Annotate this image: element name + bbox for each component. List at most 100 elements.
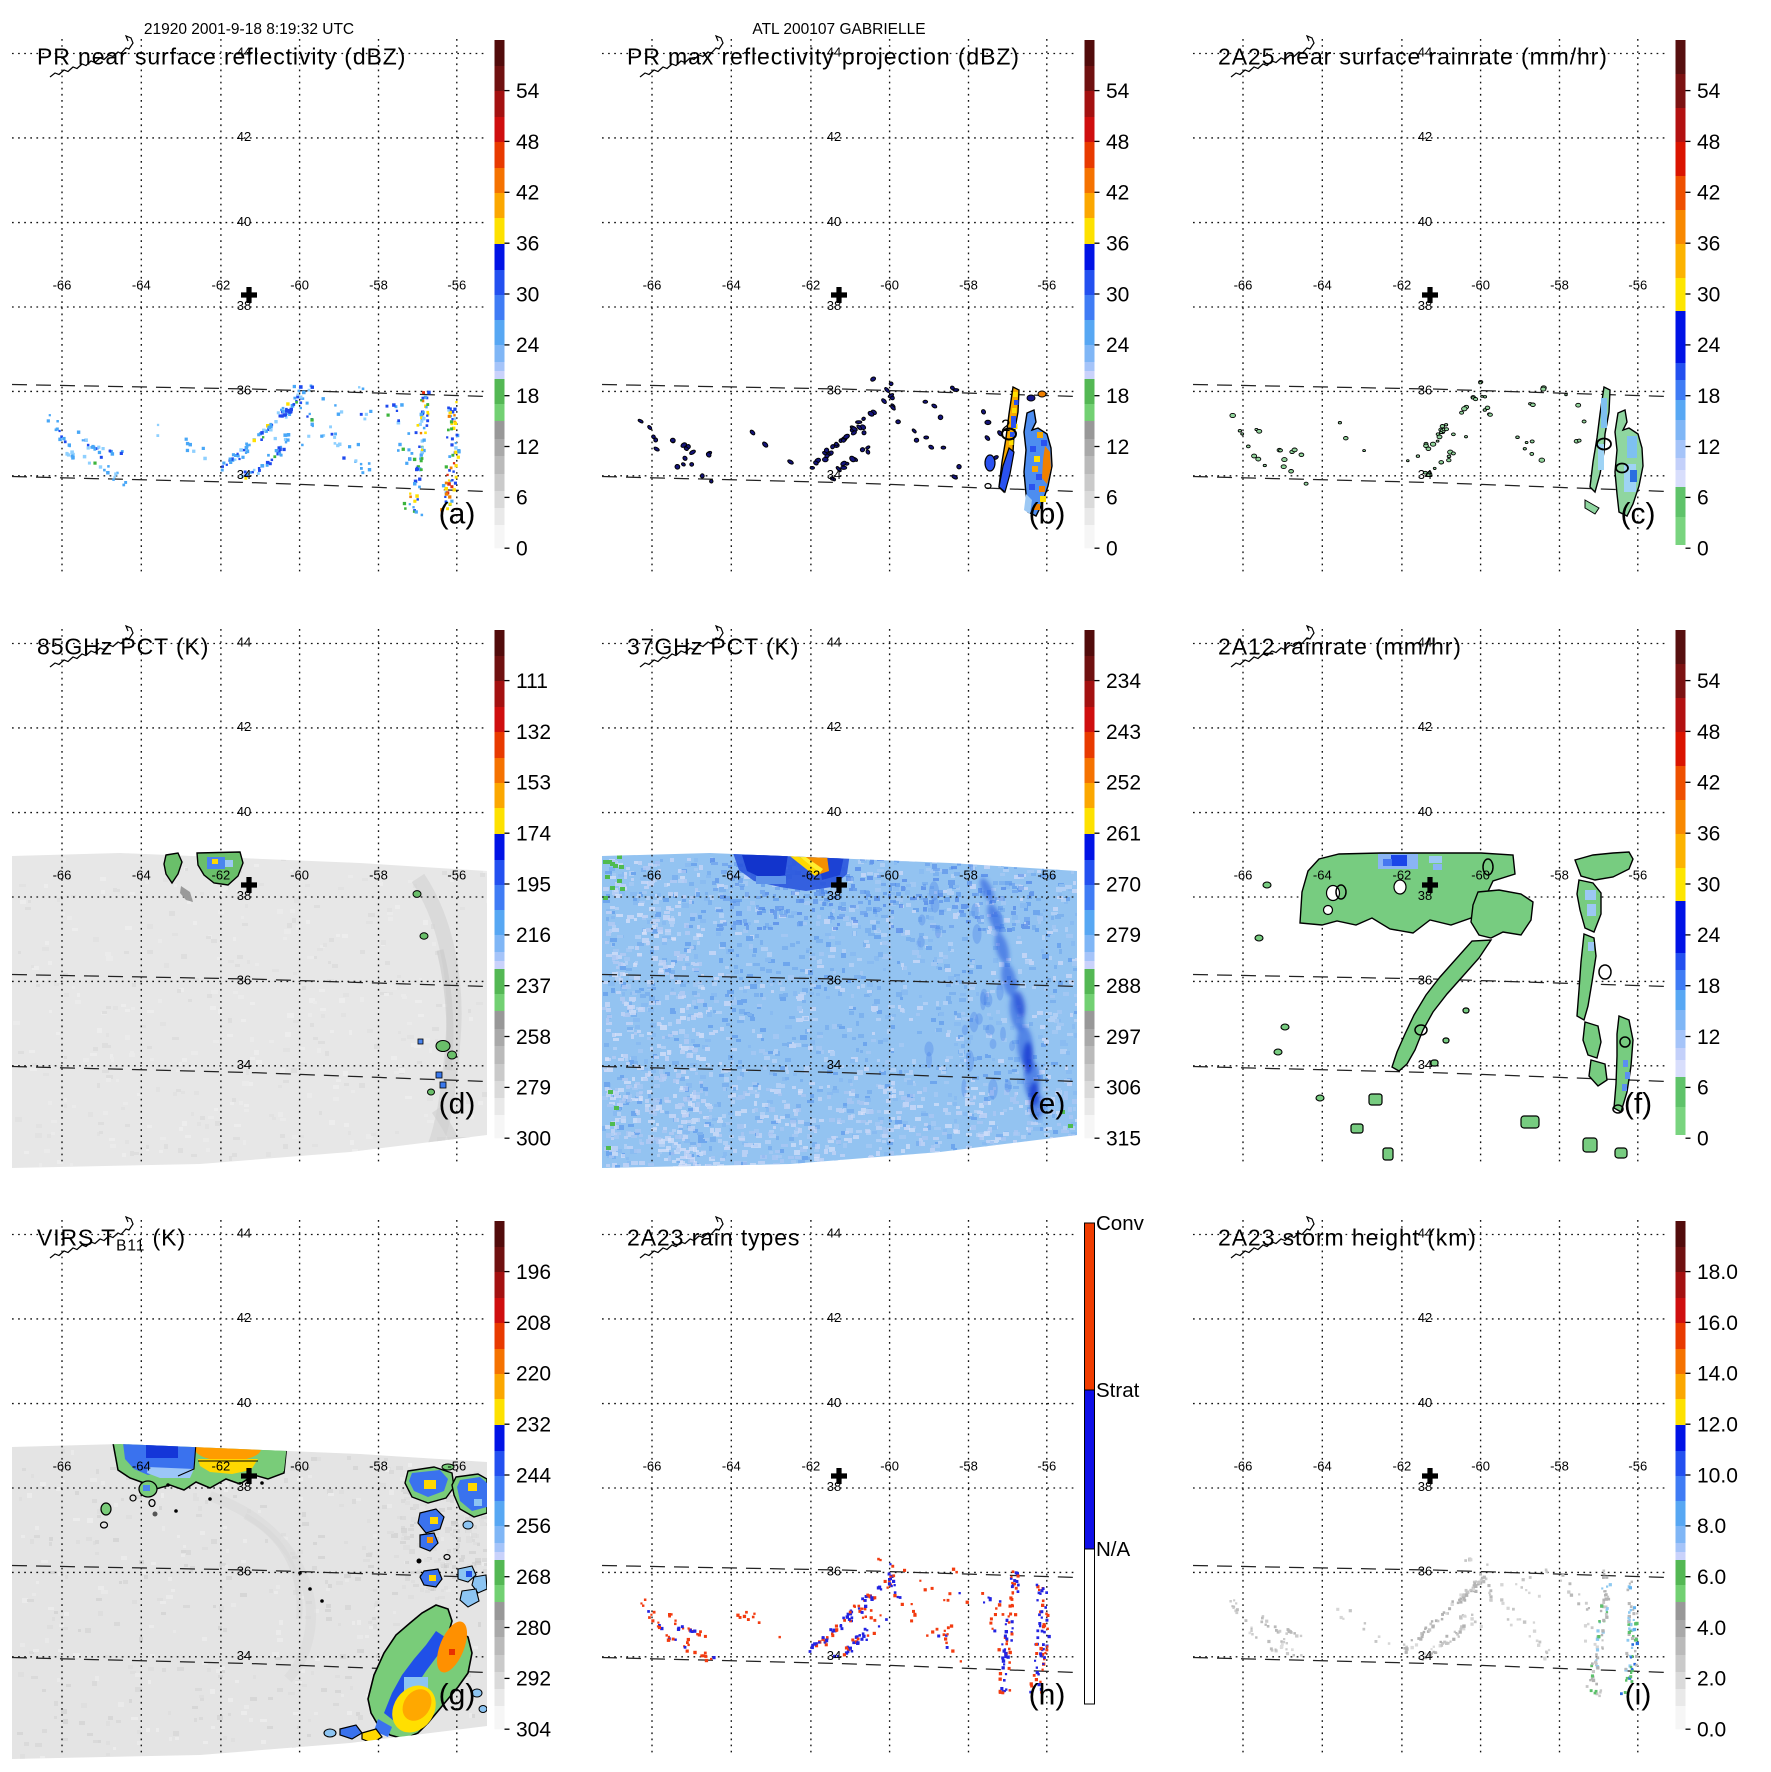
svg-text:6: 6 — [516, 487, 528, 510]
svg-text:24: 24 — [1106, 334, 1130, 357]
svg-text:36: 36 — [1697, 233, 1720, 256]
svg-text:40: 40 — [1417, 214, 1431, 229]
svg-text:-60: -60 — [1471, 278, 1490, 293]
svg-text:-66: -66 — [643, 868, 662, 883]
svg-text:ATL 200107 GABRIELLE: ATL 200107 GABRIELLE — [753, 21, 926, 38]
svg-text:(e): (e) — [1029, 1088, 1066, 1121]
svg-text:208: 208 — [516, 1311, 551, 1334]
svg-text:-56: -56 — [447, 868, 466, 883]
svg-text:6: 6 — [1697, 1077, 1709, 1100]
svg-text:36: 36 — [827, 973, 841, 988]
svg-text:-58: -58 — [369, 1458, 388, 1473]
svg-text:30: 30 — [1106, 283, 1129, 306]
svg-text:30: 30 — [1697, 874, 1720, 897]
svg-text:0: 0 — [1106, 538, 1118, 561]
svg-text:12: 12 — [1697, 1026, 1720, 1049]
svg-text:(d): (d) — [439, 1088, 476, 1121]
svg-text:-64: -64 — [132, 1458, 151, 1473]
svg-text:6: 6 — [1106, 487, 1118, 510]
svg-text:-60: -60 — [290, 868, 309, 883]
svg-text:-64: -64 — [132, 868, 151, 883]
svg-text:288: 288 — [1106, 975, 1141, 998]
svg-text:-64: -64 — [1313, 868, 1332, 883]
svg-text:-60: -60 — [290, 278, 309, 293]
svg-text:-66: -66 — [53, 278, 72, 293]
svg-text:42: 42 — [237, 719, 251, 734]
svg-text:(f): (f) — [1624, 1088, 1652, 1121]
svg-text:-58: -58 — [959, 868, 978, 883]
svg-text:258: 258 — [516, 1026, 551, 1049]
svg-text:-58: -58 — [1550, 868, 1569, 883]
svg-text:(c): (c) — [1620, 498, 1655, 531]
svg-text:36: 36 — [1106, 233, 1129, 256]
svg-text:111: 111 — [516, 670, 548, 693]
svg-text:-66: -66 — [643, 278, 662, 293]
svg-text:48: 48 — [1106, 131, 1129, 154]
svg-text:-58: -58 — [959, 278, 978, 293]
svg-text:24: 24 — [1697, 924, 1721, 947]
svg-text:-62: -62 — [212, 868, 231, 883]
svg-text:-62: -62 — [212, 1458, 231, 1473]
svg-text:12: 12 — [516, 436, 539, 459]
svg-text:-58: -58 — [369, 278, 388, 293]
svg-text:40: 40 — [237, 214, 251, 229]
svg-text:-62: -62 — [802, 868, 821, 883]
svg-text:220: 220 — [516, 1362, 551, 1385]
svg-text:(a): (a) — [439, 498, 476, 531]
svg-text:237: 237 — [516, 975, 551, 998]
svg-text:18: 18 — [1697, 975, 1720, 998]
svg-text:34: 34 — [1417, 467, 1431, 482]
svg-text:30: 30 — [1697, 283, 1720, 306]
svg-text:-62: -62 — [1392, 278, 1411, 293]
svg-text:(b): (b) — [1029, 498, 1066, 531]
svg-text:36: 36 — [827, 383, 841, 398]
svg-text:42: 42 — [1697, 182, 1720, 205]
svg-text:-58: -58 — [1550, 278, 1569, 293]
svg-text:34: 34 — [1417, 1057, 1431, 1072]
svg-text:2A12 rainrate (mm/hr): 2A12 rainrate (mm/hr) — [1218, 634, 1462, 660]
svg-text:256: 256 — [516, 1515, 551, 1538]
svg-text:42: 42 — [1106, 182, 1129, 205]
svg-text:12: 12 — [1697, 436, 1720, 459]
svg-text:36: 36 — [237, 1563, 251, 1578]
svg-text:37GHz PCT (K): 37GHz PCT (K) — [627, 634, 799, 660]
svg-text:261: 261 — [1106, 823, 1141, 846]
svg-text:279: 279 — [1106, 924, 1141, 947]
svg-text:42: 42 — [827, 719, 841, 734]
svg-text:54: 54 — [1697, 80, 1721, 103]
svg-text:42: 42 — [827, 129, 841, 144]
svg-text:42: 42 — [237, 129, 251, 144]
svg-text:-56: -56 — [1038, 868, 1057, 883]
svg-text:34: 34 — [237, 1648, 251, 1663]
svg-text:36: 36 — [516, 233, 539, 256]
svg-text:315: 315 — [1106, 1128, 1141, 1151]
svg-text:44: 44 — [827, 635, 841, 650]
svg-text:24: 24 — [1697, 334, 1721, 357]
svg-text:40: 40 — [1417, 804, 1431, 819]
svg-text:-60: -60 — [290, 1458, 309, 1473]
svg-text:0: 0 — [1697, 1128, 1709, 1151]
svg-text:297: 297 — [1106, 1026, 1141, 1049]
svg-text:54: 54 — [1106, 80, 1130, 103]
svg-text:40: 40 — [827, 214, 841, 229]
svg-text:18: 18 — [1697, 385, 1720, 408]
svg-text:-56: -56 — [1628, 868, 1647, 883]
svg-text:42: 42 — [1697, 772, 1720, 795]
svg-text:40: 40 — [237, 804, 251, 819]
svg-text:-64: -64 — [132, 278, 151, 293]
svg-text:-66: -66 — [1233, 868, 1252, 883]
svg-text:42: 42 — [237, 1310, 251, 1325]
svg-text:304: 304 — [516, 1718, 551, 1741]
svg-text:24: 24 — [516, 334, 540, 357]
svg-text:-64: -64 — [722, 868, 741, 883]
svg-text:268: 268 — [516, 1566, 551, 1589]
svg-text:-64: -64 — [722, 278, 741, 293]
svg-text:306: 306 — [1106, 1077, 1141, 1100]
svg-text:44: 44 — [237, 1225, 251, 1240]
svg-text:44: 44 — [237, 635, 251, 650]
svg-text:-56: -56 — [1038, 278, 1057, 293]
svg-text:-62: -62 — [802, 278, 821, 293]
svg-text:54: 54 — [516, 80, 540, 103]
svg-text:196: 196 — [516, 1261, 551, 1284]
svg-text:300: 300 — [516, 1128, 551, 1151]
